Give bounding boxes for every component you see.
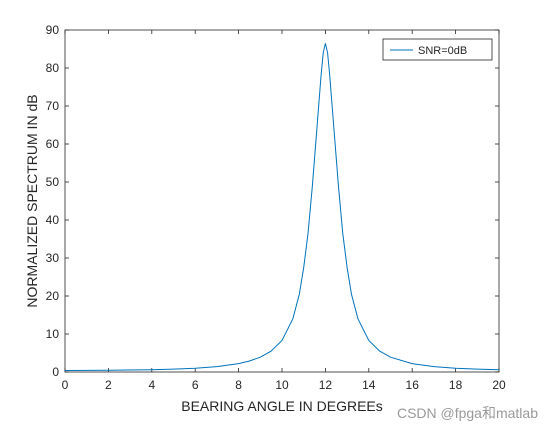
y-axis-ticks: 0 10 20 30 40 50 60 70 80 90 xyxy=(46,23,499,379)
x-tick-label: 16 xyxy=(406,378,420,392)
y-tick-label: 70 xyxy=(46,99,60,113)
legend: SNR=0dB xyxy=(382,38,493,61)
y-tick-label: 90 xyxy=(46,23,60,37)
y-tick-label: 50 xyxy=(46,175,60,189)
y-axis-title: NORMALIZED SPECTRUM IN dB xyxy=(24,94,40,307)
y-tick-label: 80 xyxy=(46,61,60,75)
legend-label: SNR=0dB xyxy=(418,45,467,57)
y-tick-label: 30 xyxy=(46,251,60,265)
x-tick-label: 18 xyxy=(449,378,463,392)
watermark: CSDN @fpga和matlab xyxy=(397,405,538,421)
x-tick-label: 20 xyxy=(492,378,506,392)
y-tick-label: 60 xyxy=(46,137,60,151)
x-tick-label: 0 xyxy=(62,378,69,392)
x-tick-label: 8 xyxy=(235,378,242,392)
series-line-snr-0db xyxy=(64,43,500,371)
x-axis-title: BEARING ANGLE IN DEGREEs xyxy=(181,398,383,414)
x-tick-label: 6 xyxy=(192,378,199,392)
y-tick-label: 40 xyxy=(46,213,60,227)
y-tick-label: 10 xyxy=(46,327,60,341)
x-tick-label: 12 xyxy=(319,378,333,392)
x-tick-label: 14 xyxy=(362,378,376,392)
x-axis-ticks: 0 2 4 6 8 10 12 14 16 18 20 xyxy=(62,30,506,392)
x-tick-label: 4 xyxy=(148,378,155,392)
x-tick-label: 2 xyxy=(105,378,112,392)
y-tick-label: 0 xyxy=(52,365,59,379)
legend-box xyxy=(382,38,493,61)
plot-area xyxy=(64,29,500,373)
x-tick-label: 10 xyxy=(275,378,289,392)
y-tick-label: 20 xyxy=(46,289,60,303)
